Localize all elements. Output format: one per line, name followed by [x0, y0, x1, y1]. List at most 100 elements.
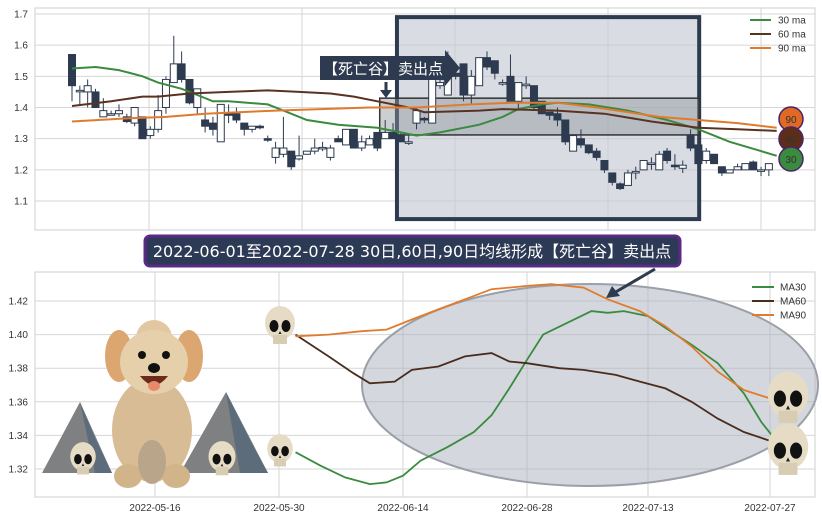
candle-body: [404, 141, 413, 144]
candle: [295, 135, 304, 161]
skull-jaw: [273, 335, 287, 344]
candle: [670, 154, 679, 170]
title-banner: 2022-06-01至2022-07-28 30日,60日,90日均线形成【死亡…: [143, 234, 682, 298]
top-y-axis: 1.1 1.2 1.3 1.4 1.5 1.6 1.7: [14, 10, 28, 208]
highlight-region-box: [394, 15, 702, 222]
candle-body: [130, 107, 139, 124]
candle: [475, 57, 484, 87]
candle-body: [310, 147, 319, 152]
candle-body: [490, 60, 499, 74]
candle: [201, 107, 210, 133]
candle: [576, 129, 585, 149]
candle-body: [224, 113, 233, 116]
skull-eye: [281, 446, 289, 457]
arrow-down-head-icon: [380, 90, 392, 98]
candle-body: [584, 144, 593, 154]
candle: [248, 125, 257, 133]
candle: [616, 182, 625, 191]
skull-nose: [278, 455, 282, 458]
candle-body: [161, 78, 170, 109]
candle-body: [710, 153, 719, 165]
candle-body: [600, 159, 609, 171]
candle-body: [107, 113, 116, 116]
candle: [68, 54, 76, 102]
candle: [365, 135, 374, 146]
y-tick-label: 1.5: [14, 72, 28, 83]
skull-icon: [267, 434, 293, 467]
candle-body: [639, 159, 648, 171]
candle-body: [420, 117, 429, 121]
candle-body: [255, 125, 264, 129]
candle: [623, 169, 632, 186]
y-tick-label: 1.4: [14, 103, 28, 114]
y-tick-label: 1.6: [14, 41, 28, 52]
candle: [522, 76, 531, 89]
skull-eye: [790, 390, 803, 407]
candle-body: [436, 82, 445, 87]
y-tick-label: 1.3: [14, 134, 28, 145]
candle: [263, 135, 272, 142]
candle-body: [154, 110, 163, 130]
skull-eye: [773, 442, 786, 459]
candle-body: [576, 138, 585, 146]
candle: [342, 128, 351, 146]
candle-body: [678, 164, 687, 169]
badge-circle: [778, 146, 804, 172]
skull-nose: [785, 457, 791, 462]
x-tick-label: 2022-06-14: [377, 503, 429, 514]
candle: [146, 126, 155, 139]
y-tick-label: 1.34: [9, 431, 29, 442]
candle: [271, 141, 280, 164]
candle-body: [177, 63, 186, 80]
y-tick-label: 1.32: [9, 465, 29, 476]
skull-jaw: [778, 410, 798, 423]
candle-body: [467, 75, 476, 96]
candle: [255, 124, 264, 130]
candle-body: [146, 128, 155, 137]
candle: [608, 172, 617, 186]
candle: [349, 128, 358, 149]
skull-eye: [271, 446, 279, 457]
x-tick-label: 2022-07-13: [622, 503, 674, 514]
candle: [75, 85, 84, 105]
candle: [396, 132, 405, 143]
candle: [334, 135, 343, 143]
candle-body: [514, 82, 523, 102]
candle: [725, 169, 734, 174]
candle: [663, 148, 672, 164]
candle: [459, 63, 468, 102]
candle-body: [240, 122, 249, 130]
skull-nose: [81, 463, 85, 466]
candle-body: [342, 128, 351, 146]
candle-body: [655, 153, 664, 171]
candle-body: [506, 75, 515, 102]
candle-body: [68, 54, 76, 87]
skull-icon: [265, 306, 295, 344]
candle: [326, 144, 335, 161]
legend-label: 90 ma: [778, 44, 806, 55]
candle-body: [631, 170, 640, 174]
candle-body: [232, 113, 241, 121]
bottom-legend: MA30 MA60 MA90: [752, 283, 807, 322]
y-tick-label: 1.36: [9, 397, 29, 408]
candle: [592, 148, 601, 161]
candle-body: [725, 169, 734, 174]
candle: [631, 166, 640, 180]
candle-body: [569, 135, 578, 152]
candle-body: [334, 138, 343, 143]
candle-body: [561, 119, 570, 143]
candle: [639, 159, 648, 171]
skull-cranium: [208, 441, 236, 472]
candle: [561, 119, 570, 145]
skull-eye: [74, 454, 82, 465]
skull-cranium: [767, 371, 809, 418]
candle-body: [75, 89, 84, 93]
arrow-pointer-icon: [613, 267, 656, 295]
candle: [467, 70, 476, 105]
candle: [757, 166, 766, 177]
skull-icon: [767, 423, 809, 475]
skull-eye: [223, 453, 232, 465]
skull-eye: [84, 454, 92, 465]
skull-icon: [767, 371, 809, 423]
candle-body: [295, 155, 304, 160]
